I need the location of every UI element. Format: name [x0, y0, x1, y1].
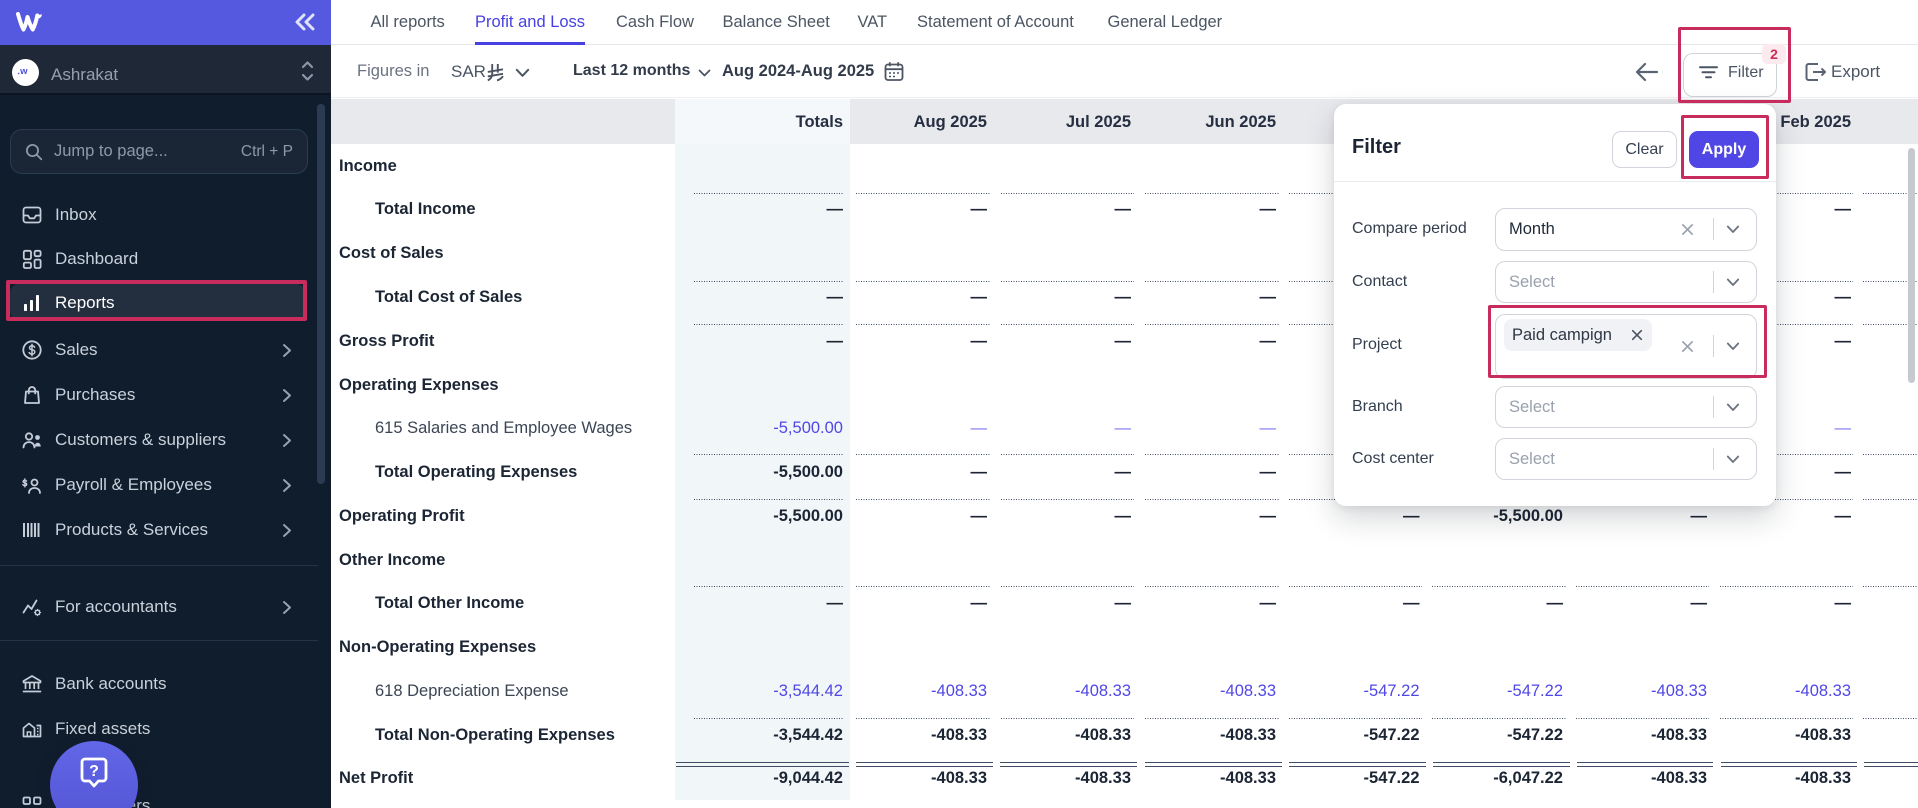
- svg-text:?: ?: [89, 763, 99, 780]
